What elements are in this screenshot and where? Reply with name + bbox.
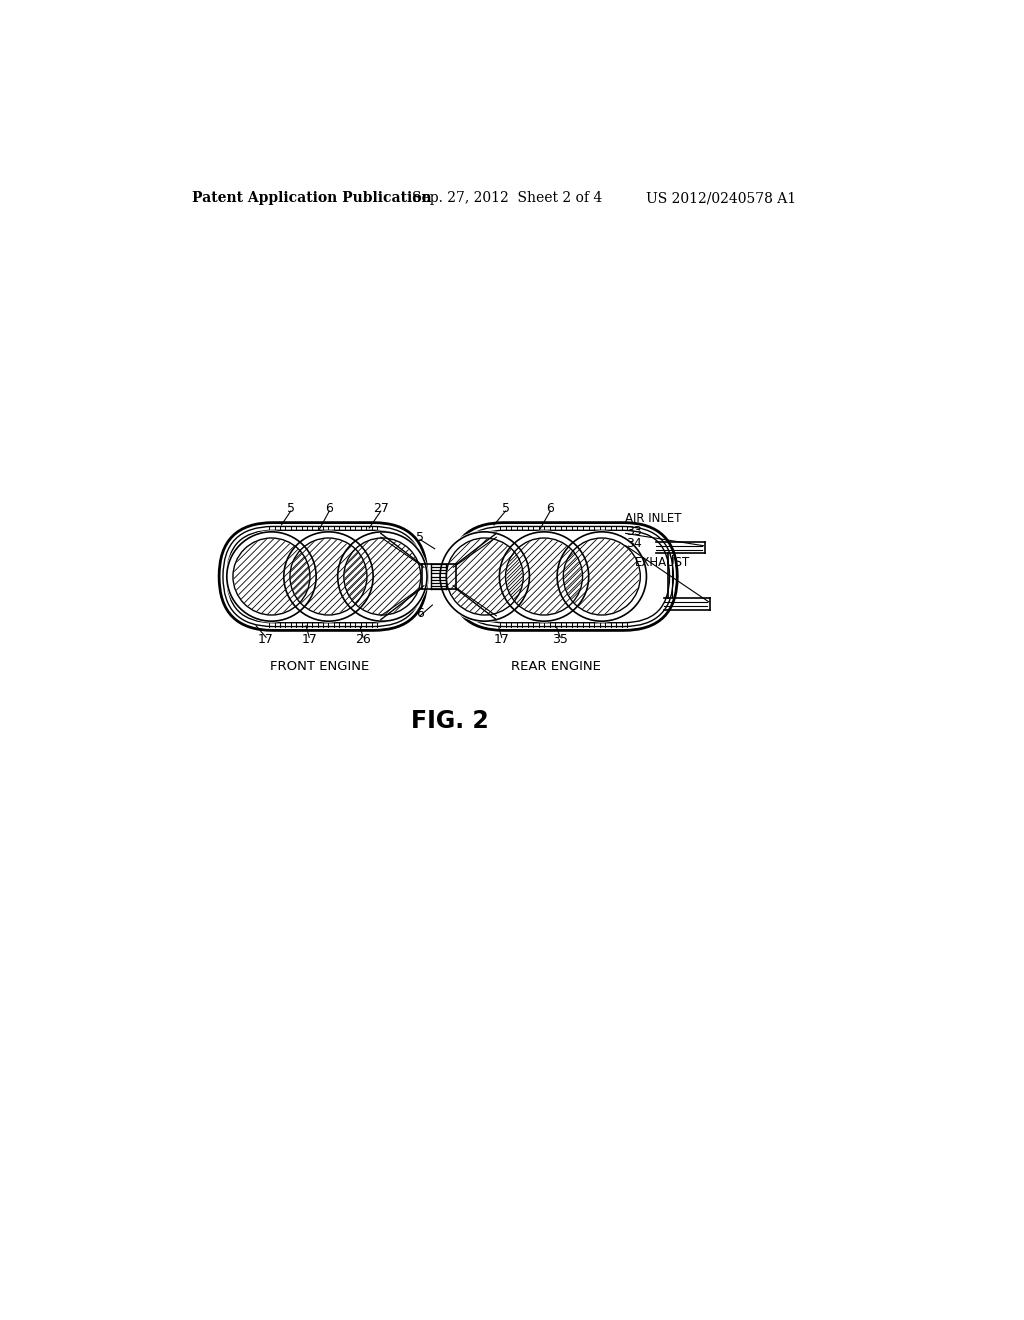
Text: 34: 34 [626, 537, 641, 550]
Text: 33: 33 [626, 524, 641, 537]
Circle shape [556, 531, 647, 622]
Text: 6: 6 [546, 502, 554, 515]
Text: Sep. 27, 2012  Sheet 2 of 4: Sep. 27, 2012 Sheet 2 of 4 [412, 191, 602, 206]
Text: EXHAUST: EXHAUST [635, 556, 690, 569]
Text: 17: 17 [494, 634, 510, 647]
Text: 27: 27 [373, 502, 389, 515]
Text: FRONT ENGINE: FRONT ENGINE [269, 660, 369, 673]
FancyBboxPatch shape [223, 527, 423, 627]
Text: AIR INLET: AIR INLET [625, 512, 681, 525]
Text: 17: 17 [301, 634, 317, 647]
Text: 6: 6 [326, 502, 333, 515]
FancyBboxPatch shape [458, 531, 670, 623]
Circle shape [337, 531, 428, 622]
Text: 5: 5 [287, 502, 295, 515]
Text: FIG. 2: FIG. 2 [412, 709, 489, 733]
Circle shape [226, 531, 316, 622]
FancyBboxPatch shape [226, 531, 419, 623]
Text: Patent Application Publication: Patent Application Publication [193, 191, 432, 206]
Circle shape [499, 531, 590, 622]
FancyBboxPatch shape [454, 527, 674, 627]
Text: 5: 5 [416, 531, 424, 544]
Text: 26: 26 [355, 634, 371, 647]
FancyBboxPatch shape [219, 523, 427, 631]
Circle shape [439, 531, 530, 622]
FancyBboxPatch shape [451, 523, 677, 631]
Circle shape [283, 531, 374, 622]
Text: 5: 5 [502, 502, 510, 515]
Text: US 2012/0240578 A1: US 2012/0240578 A1 [646, 191, 797, 206]
Text: 6: 6 [416, 607, 424, 620]
Text: 17: 17 [258, 634, 274, 647]
Text: 35: 35 [552, 634, 568, 647]
Text: REAR ENGINE: REAR ENGINE [511, 660, 601, 673]
